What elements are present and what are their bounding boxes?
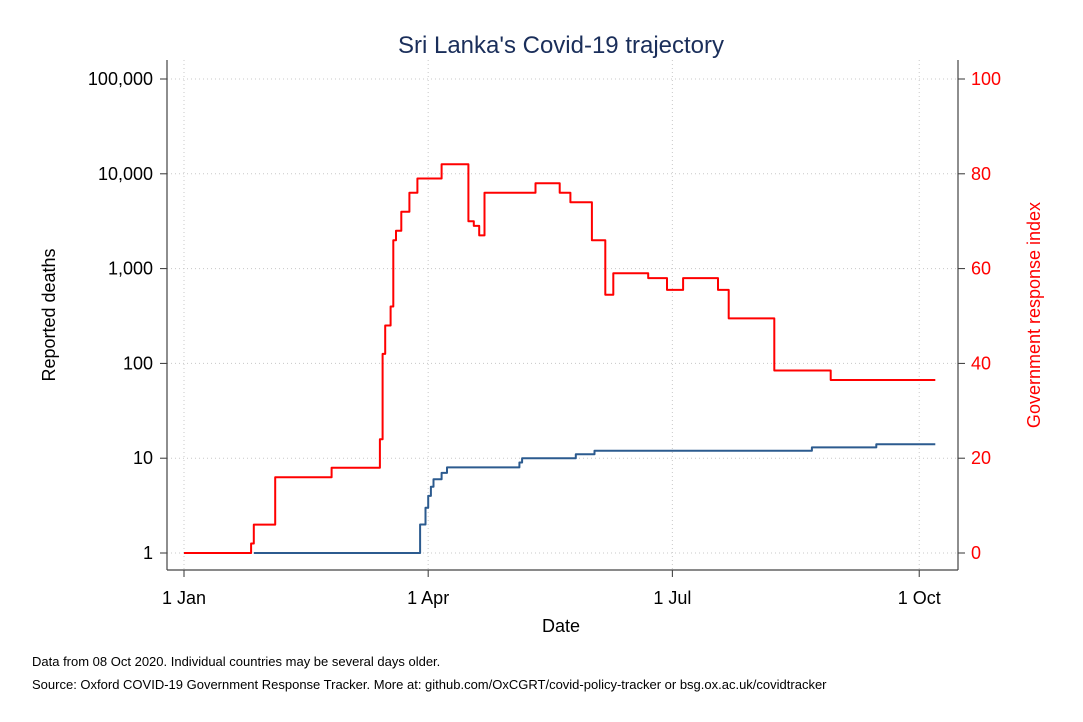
source-note: Source: Oxford COVID-19 Government Respo… [32, 677, 827, 692]
gridlines [167, 60, 958, 570]
y-left-tick-label: 1 [143, 543, 153, 563]
y-right-tick-label: 80 [971, 164, 991, 184]
axes: 1 Jan 1 Apr 1 Jul 1 Oct 1 10 100 1,000 10,000 100… [88, 60, 1001, 608]
y-right-tick-label: 60 [971, 259, 991, 279]
x-tick-label: 1 Jul [653, 588, 691, 608]
y-left-tick-label: 1,000 [108, 259, 153, 279]
x-tick-label: 1 Oct [898, 588, 941, 608]
y-left-tick-label: 10,000 [98, 164, 153, 184]
data-date-note: Data from 08 Oct 2020. Individual countr… [32, 654, 441, 669]
y-left-tick-label: 10 [133, 448, 153, 468]
y-left-tick-label: 100 [123, 353, 153, 373]
chart-title: Sri Lanka's Covid-19 trajectory [398, 32, 724, 59]
y-right-tick-label: 20 [971, 448, 991, 468]
y-right-tick-label: 100 [971, 69, 1001, 89]
chart-text: Sri Lanka's Covid-19 trajectory Date Rep… [39, 32, 1044, 636]
x-tick-label: 1 Apr [407, 588, 449, 608]
x-tick-label: 1 Jan [162, 588, 206, 608]
government-response-index-line [184, 163, 936, 554]
series-lines [184, 163, 936, 554]
y-left-axis-label: Reported deaths [39, 248, 59, 381]
y-right-tick-label: 40 [971, 353, 991, 373]
y-right-axis-label: Government response index [1024, 202, 1044, 428]
y-right-tick-label: 0 [971, 543, 981, 563]
reported-deaths-line [253, 443, 936, 554]
x-axis-label: Date [542, 616, 580, 636]
y-left-tick-label: 100,000 [88, 69, 153, 89]
